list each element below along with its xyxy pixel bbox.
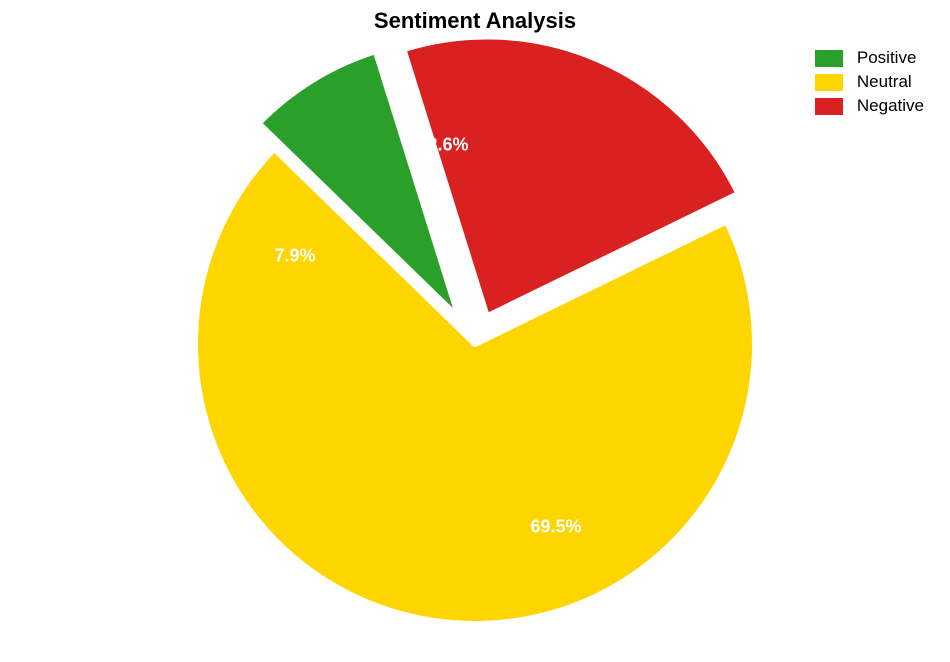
legend-item-neutral: Neutral	[815, 72, 924, 92]
pie-svg	[0, 0, 950, 662]
legend-label-negative: Negative	[857, 96, 924, 116]
legend: Positive Neutral Negative	[815, 48, 924, 120]
slice-label-neutral: 69.5%	[530, 517, 581, 538]
legend-item-negative: Negative	[815, 96, 924, 116]
legend-swatch-negative	[815, 98, 843, 115]
legend-swatch-neutral	[815, 74, 843, 91]
slice-label-negative: 22.6%	[417, 135, 468, 156]
legend-item-positive: Positive	[815, 48, 924, 68]
legend-label-neutral: Neutral	[857, 72, 912, 92]
legend-label-positive: Positive	[857, 48, 917, 68]
slice-label-positive: 7.9%	[274, 246, 315, 267]
sentiment-pie-chart: Sentiment Analysis 69.5%7.9%22.6% Positi…	[0, 0, 950, 662]
legend-swatch-positive	[815, 50, 843, 67]
